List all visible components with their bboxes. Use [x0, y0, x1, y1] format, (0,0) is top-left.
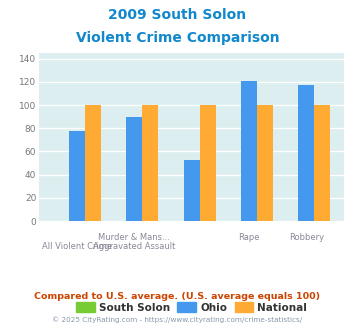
Text: All Violent Crime: All Violent Crime [42, 242, 112, 251]
Bar [241, 81, 257, 221]
Bar [298, 85, 315, 221]
Bar [85, 105, 101, 221]
Text: Violent Crime Comparison: Violent Crime Comparison [76, 31, 279, 45]
Bar [142, 105, 158, 221]
Text: Aggravated Assault: Aggravated Assault [93, 242, 175, 251]
Legend: South Solon, Ohio, National: South Solon, Ohio, National [72, 298, 312, 317]
Text: Murder & Mans...: Murder & Mans... [98, 233, 170, 242]
Bar [126, 116, 142, 221]
Text: Robbery: Robbery [289, 233, 324, 242]
Text: Compared to U.S. average. (U.S. average equals 100): Compared to U.S. average. (U.S. average … [34, 292, 321, 301]
Bar [200, 105, 216, 221]
Bar [315, 105, 331, 221]
Text: © 2025 CityRating.com - https://www.cityrating.com/crime-statistics/: © 2025 CityRating.com - https://www.city… [53, 317, 302, 323]
Text: 2009 South Solon: 2009 South Solon [108, 8, 247, 22]
Bar [69, 131, 85, 221]
Bar [257, 105, 273, 221]
Text: Rape: Rape [238, 233, 260, 242]
Bar [184, 160, 200, 221]
